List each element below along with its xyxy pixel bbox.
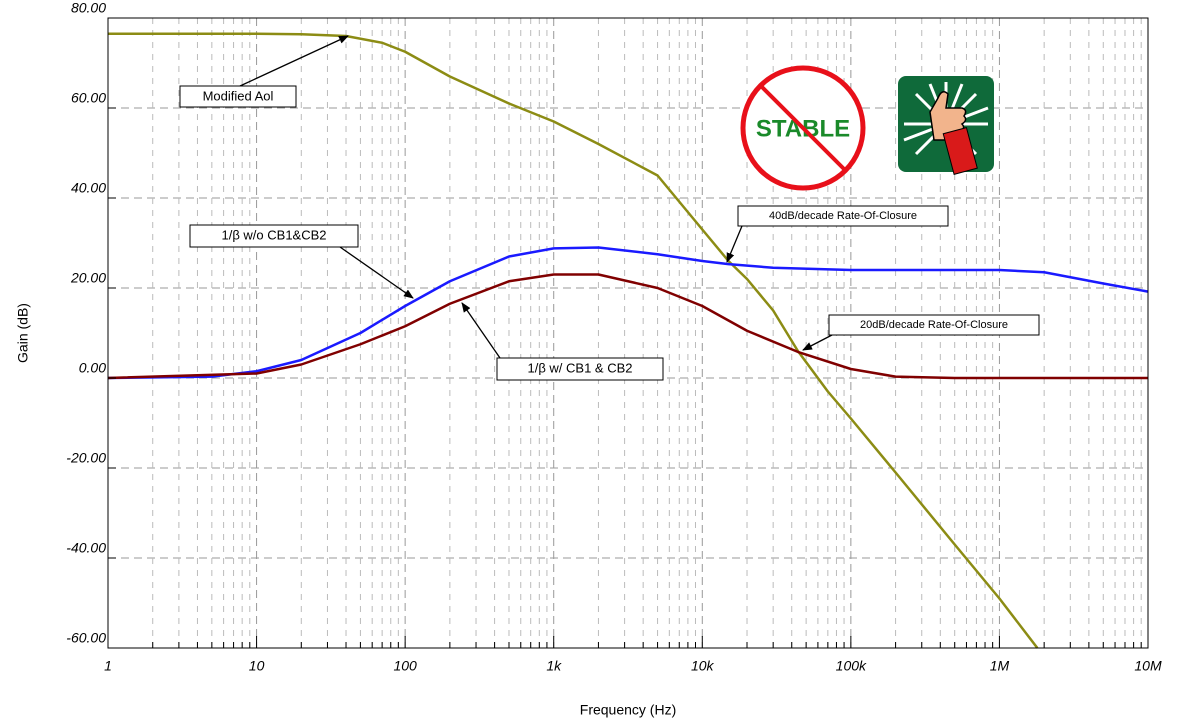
arrow <box>802 334 833 351</box>
arrow <box>339 246 414 299</box>
x-tick-label: 1k <box>546 658 562 674</box>
y-axis-label: Gain (dB) <box>15 303 31 363</box>
arrow <box>461 302 501 359</box>
x-tick-label: 10k <box>691 658 715 674</box>
x-tick-label: 100 <box>393 658 417 674</box>
x-tick-label: 100k <box>836 658 867 674</box>
series-lines <box>107 32 1149 649</box>
y-tick-label: 0.00 <box>79 360 106 376</box>
series-line <box>107 246 1149 380</box>
y-tick-label: 60.00 <box>71 90 106 106</box>
axis-labels: -60.00 -40.00 -20.00 0.00 20.00 40.00 60.00 80.… <box>66 0 1162 674</box>
annotation: Modified Aol <box>203 88 274 103</box>
y-tick-label: -60.00 <box>66 630 106 646</box>
x-axis-label: Frequency (Hz) <box>580 702 676 718</box>
thumbs-up-icon <box>898 76 994 175</box>
annotation: 40dB/decade Rate-Of-Closure <box>769 210 917 222</box>
x-tick-label: 1 <box>104 658 112 674</box>
arrow <box>726 225 743 263</box>
series-line <box>108 32 1039 649</box>
stable-sign: STABLE <box>740 65 866 191</box>
annotation-box <box>189 224 359 248</box>
x-tick-label: 10 <box>249 658 265 674</box>
y-tick-label: -40.00 <box>66 540 106 556</box>
annotation-box <box>179 85 297 108</box>
annotation-box <box>828 314 1040 336</box>
x-tick-label: 10M <box>1134 658 1162 674</box>
annotation-box <box>737 205 949 227</box>
y-tick-label: 40.00 <box>71 180 106 196</box>
arrow <box>239 35 349 87</box>
annotation: 1/β w/o CB1&CB2 <box>221 227 326 242</box>
annotation-box <box>496 357 664 381</box>
x-tick-label: 1M <box>990 658 1010 674</box>
series-line <box>107 273 1148 380</box>
plot-frame <box>107 17 1149 649</box>
annotation: 1/β w/ CB1 & CB2 <box>527 360 632 375</box>
annotations: Modified Aol 1/β w/o CB1&CB2 1/β w/ CB1 … <box>179 35 1040 381</box>
y-tick-label: -20.00 <box>66 450 106 466</box>
annotation: 20dB/decade Rate-Of-Closure <box>860 319 1008 331</box>
y-tick-label: 80.00 <box>71 0 106 16</box>
y-tick-label: 20.00 <box>70 270 106 286</box>
